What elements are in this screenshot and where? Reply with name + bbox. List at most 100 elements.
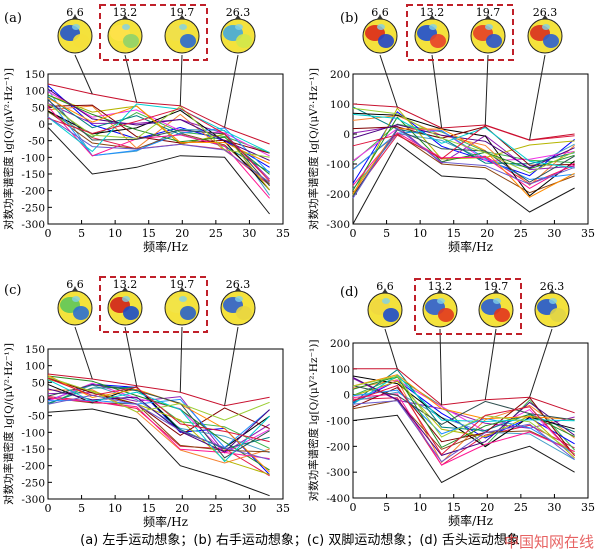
y-axis-label: 对数功率谱密度 lg[Q/(μV²·Hz⁻¹)] xyxy=(307,340,320,502)
highlight-box xyxy=(99,276,208,333)
series-line xyxy=(352,142,575,225)
chart-panel-2: (b) 0 5 10 15 20 25 30 35 200 100 0 -100 -200 -300 频率/H… xyxy=(307,4,595,254)
y-tick-label: -100 xyxy=(326,159,350,171)
x-axis-label: 频率/Hz xyxy=(143,239,188,254)
topomap-blob-icon xyxy=(382,298,390,304)
x-tick-label: 30 xyxy=(547,501,561,514)
leader-line xyxy=(384,328,398,369)
y-tick-label: -100 xyxy=(326,416,350,428)
topomap-blob-icon xyxy=(236,306,252,320)
topomap-blob-icon xyxy=(122,296,130,302)
topomap-freq-label: 6.6 xyxy=(376,280,394,293)
x-tick-label: 25 xyxy=(514,501,528,514)
y-tick-label: -400 xyxy=(326,493,350,505)
series-line xyxy=(352,393,575,466)
series-line xyxy=(352,377,575,456)
series-line xyxy=(352,374,575,423)
topomap-blob-icon xyxy=(73,306,89,320)
leader-line xyxy=(379,54,398,108)
topomap-freq-label: 13.2 xyxy=(420,6,445,19)
x-tick-label: 20 xyxy=(175,227,189,240)
series-line xyxy=(352,124,575,169)
series-line xyxy=(47,103,270,154)
x-axis-label: 频率/Hz xyxy=(448,239,493,254)
figure-caption: (a) 左手运动想象；(b) 右手运动想象；(c) 双脚运动想象；(d) 舌头运… xyxy=(80,533,520,548)
x-tick-label: 10 xyxy=(108,502,122,515)
topomap-blob-icon xyxy=(437,298,445,304)
topomap-blob-icon xyxy=(429,24,437,30)
leader-line xyxy=(439,328,443,406)
topomap-blob-icon xyxy=(122,24,130,30)
topomap-blob-icon xyxy=(485,24,493,30)
series-line xyxy=(47,126,270,215)
y-tick-label: -300 xyxy=(21,219,45,231)
topomap-nose-icon xyxy=(179,15,185,19)
y-tick-label: -250 xyxy=(21,477,45,489)
series-line xyxy=(352,107,575,174)
series-line xyxy=(352,397,575,466)
topomap-blob-icon xyxy=(235,296,243,302)
topomap-blob-icon xyxy=(550,308,566,322)
panel-label: (b) xyxy=(340,11,358,26)
topomap-nose-icon xyxy=(377,15,383,19)
series-line xyxy=(47,379,270,463)
y-tick-label: 0 xyxy=(38,119,45,131)
topomap-freq-label: 19.7 xyxy=(484,280,509,293)
topomap-blob-icon xyxy=(72,296,80,302)
y-tick-label: -150 xyxy=(21,444,45,456)
topomap-blob-icon xyxy=(123,306,139,320)
y-tick-label: 100 xyxy=(330,364,350,376)
series-line xyxy=(352,380,575,459)
topomap-freq-label: 6.6 xyxy=(66,278,84,291)
series-line xyxy=(47,377,270,443)
y-tick-label: 200 xyxy=(330,338,350,350)
x-tick-label: 10 xyxy=(413,501,427,514)
chart-panel-1: (a) 0 5 10 15 20 25 30 35 150 100 50 0 -50 -100 -150 -20… xyxy=(2,4,290,254)
leader-line xyxy=(74,326,93,380)
y-tick-label: -50 xyxy=(28,411,45,423)
topomap-nose-icon xyxy=(179,287,185,291)
series-line xyxy=(352,375,575,448)
series-line xyxy=(47,398,270,449)
y-tick-label: -200 xyxy=(21,461,45,473)
topomap-nose-icon xyxy=(122,15,128,19)
leader-line xyxy=(224,54,239,128)
y-tick-label: -200 xyxy=(21,186,45,198)
topomap-blob-icon xyxy=(378,34,394,48)
leader-line xyxy=(431,54,443,129)
chart-panel-4: (d) 0 5 10 15 20 25 30 35 200 100 0 -100 -200 -300 -400… xyxy=(307,278,595,528)
x-axis-label: 频率/Hz xyxy=(448,513,493,528)
series-line xyxy=(47,91,270,157)
topomap-blob-icon xyxy=(180,34,196,48)
topomap-freq-label: 19.7 xyxy=(170,6,195,19)
y-axis-label: 对数功率谱密度 lg[Q/(μV²·Hz⁻¹)] xyxy=(307,68,320,230)
topomap-blob-icon xyxy=(179,24,187,30)
topomap-freq-label: 13.2 xyxy=(113,278,138,291)
series-line xyxy=(353,368,575,414)
series-line xyxy=(352,127,575,199)
highlight-box xyxy=(414,278,522,335)
series-line xyxy=(352,112,575,197)
series-line xyxy=(47,103,270,158)
topomap-nose-icon xyxy=(429,15,435,19)
topomap-freq-label: 6.6 xyxy=(66,6,84,19)
y-tick-label: -200 xyxy=(326,189,350,201)
panel-label: (d) xyxy=(340,285,358,300)
series-line xyxy=(352,374,575,420)
plot-area xyxy=(352,73,589,225)
topomap-freq-label: 19.7 xyxy=(170,278,195,291)
topomap-blob-icon xyxy=(235,24,243,30)
leader-line xyxy=(179,326,183,393)
series-line xyxy=(47,376,270,421)
y-tick-label: -100 xyxy=(21,152,45,164)
leader-line xyxy=(484,328,497,400)
y-tick-label: -100 xyxy=(21,427,45,439)
figure-svg: (a)0 5 10 15 20 25 30 35150100500-50-100-150-20… xyxy=(2,4,595,529)
y-tick-label: 200 xyxy=(330,69,350,81)
topomap-blob-icon xyxy=(543,34,559,48)
y-tick-label: -250 xyxy=(21,202,45,214)
series-line xyxy=(47,116,270,183)
leader-line xyxy=(74,54,93,95)
series-line xyxy=(47,106,270,199)
